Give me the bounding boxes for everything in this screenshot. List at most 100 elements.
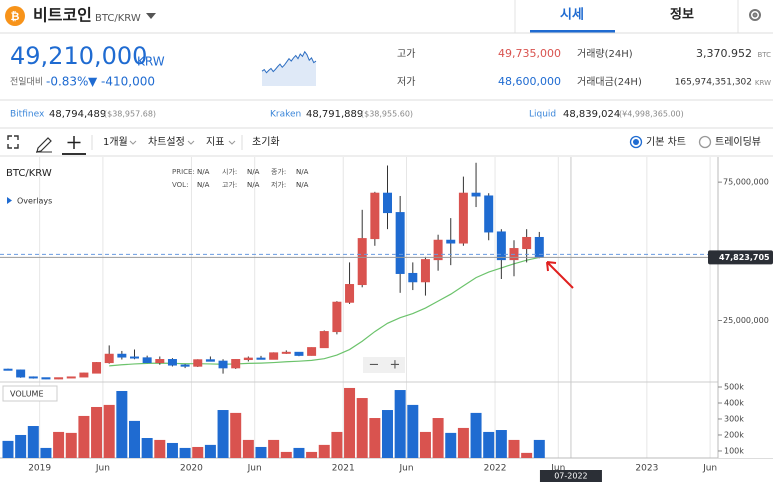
candle-body (205, 359, 215, 362)
info-label: 고가: (222, 180, 237, 189)
dropdown[interactable] (146, 13, 156, 19)
candle-body (395, 212, 405, 274)
price-label-box (708, 250, 773, 265)
info-value: N/A (247, 168, 260, 176)
price-unit: KRW (137, 55, 165, 69)
candle-body (130, 356, 139, 359)
tab[interactable]: 시세 (560, 8, 584, 23)
volume-bar (242, 439, 254, 458)
volume-bar (255, 446, 267, 458)
volume-bar (65, 432, 77, 458)
menu-caret (228, 140, 236, 145)
exchange-name[interactable]: Liquid (529, 110, 556, 120)
candle-body (522, 236, 532, 250)
candle-body (433, 239, 443, 261)
candle-body (92, 362, 102, 374)
candle-body (345, 284, 355, 303)
volume-bar (369, 418, 381, 458)
candle-body (307, 347, 317, 356)
y-tick-label: 25,000,000 (723, 316, 769, 325)
candle-body (383, 192, 392, 214)
grid (0, 157, 773, 459)
plot (0, 162, 718, 458)
exchange-name[interactable]: Bitfinex (10, 110, 45, 120)
zoom-in[interactable]: + (390, 358, 401, 373)
menu[interactable]: 지표 (206, 136, 224, 148)
stat-value: 3,370.952 (696, 47, 752, 60)
menu[interactable]: 초기화 (252, 136, 280, 148)
x-tick-label: 2019 (28, 464, 51, 474)
sparkline-line (261, 50, 317, 74)
chart-type[interactable]: 트레이딩뷰 (715, 136, 761, 148)
candle-body (218, 360, 228, 369)
candle-body (54, 377, 64, 380)
candle-body (104, 353, 114, 364)
overlays[interactable]: Overlays (17, 197, 52, 206)
price-label: 47,823,705 (719, 253, 770, 262)
exchange-price: 48,794,489 (49, 109, 106, 120)
exchange-foreign: ($38,957.68) (104, 110, 156, 119)
chart-type[interactable]: 기본 차트 (646, 136, 686, 148)
draw-icon[interactable] (36, 137, 52, 153)
menu-caret (187, 140, 195, 145)
zoom-out[interactable]: − (369, 358, 380, 373)
candle-body (420, 259, 430, 283)
volume-bar (306, 451, 318, 458)
stat-label: 거래대금(24H) (577, 76, 642, 88)
volume-bar (445, 432, 457, 458)
volume-bar (129, 420, 140, 458)
volume-bar (15, 434, 27, 458)
tab[interactable]: 정보 (670, 7, 694, 23)
active-tool (62, 153, 86, 155)
coin-icon-glyph: ₿ (11, 10, 20, 23)
volume-tick-label: 500k (724, 382, 744, 391)
volume-bar (78, 415, 90, 458)
candle-body (496, 231, 506, 261)
volume-bar (394, 390, 406, 458)
volume-tick-label: 100k (724, 446, 744, 455)
volume-bar (432, 418, 444, 458)
symbol: BTC/KRW (95, 13, 141, 24)
volume-bar (40, 447, 52, 458)
volume-bar (192, 446, 204, 458)
candle-body (41, 377, 51, 380)
info-label: 시가: (222, 167, 237, 176)
volume-bar (483, 431, 495, 458)
stat-unit: BTC (757, 51, 771, 59)
stat-unit: KRW (755, 79, 771, 87)
sparkline-area (262, 51, 316, 86)
change-amount: ▼ -410,000 (88, 75, 155, 89)
axes: 2019 Jun 2020 Jun 2021 Jun 2022 Jun 2023 Jun PRICE… (28, 157, 773, 482)
volume-bar (508, 439, 520, 458)
volume-bar (91, 406, 103, 458)
volume-bar (53, 431, 65, 458)
volume-bar (419, 431, 431, 458)
crosshair-label: 07-2022 (554, 472, 587, 481)
change-label: 전일대비 (10, 77, 43, 88)
candle-body (16, 369, 26, 378)
exchange-name[interactable]: Kraken (270, 110, 301, 120)
radio[interactable] (698, 135, 712, 149)
current-price: 49,210,000 (10, 42, 147, 70)
overlay-toggle[interactable] (7, 197, 12, 204)
x-tick-label: 2022 (484, 464, 507, 474)
menu[interactable]: 1개월 (103, 136, 128, 148)
candle-body (193, 359, 203, 367)
radio[interactable] (629, 135, 643, 149)
moving-average (109, 256, 540, 367)
candle-body (281, 351, 291, 354)
volume-bar (470, 412, 482, 458)
volume-bar (230, 412, 242, 458)
volume-bar (344, 387, 356, 458)
info-label: 저가: (271, 180, 286, 189)
volume-bar (204, 444, 216, 458)
fullscreen-icon[interactable] (7, 135, 19, 149)
menu[interactable]: 차트설정 (148, 136, 185, 148)
y-tick-label: 75,000,000 (723, 178, 769, 187)
stat-value: 165,974,351,302 (675, 78, 752, 88)
settings-icon[interactable] (749, 9, 761, 21)
crosshair-icon[interactable] (67, 136, 81, 149)
candle-body (294, 351, 304, 356)
